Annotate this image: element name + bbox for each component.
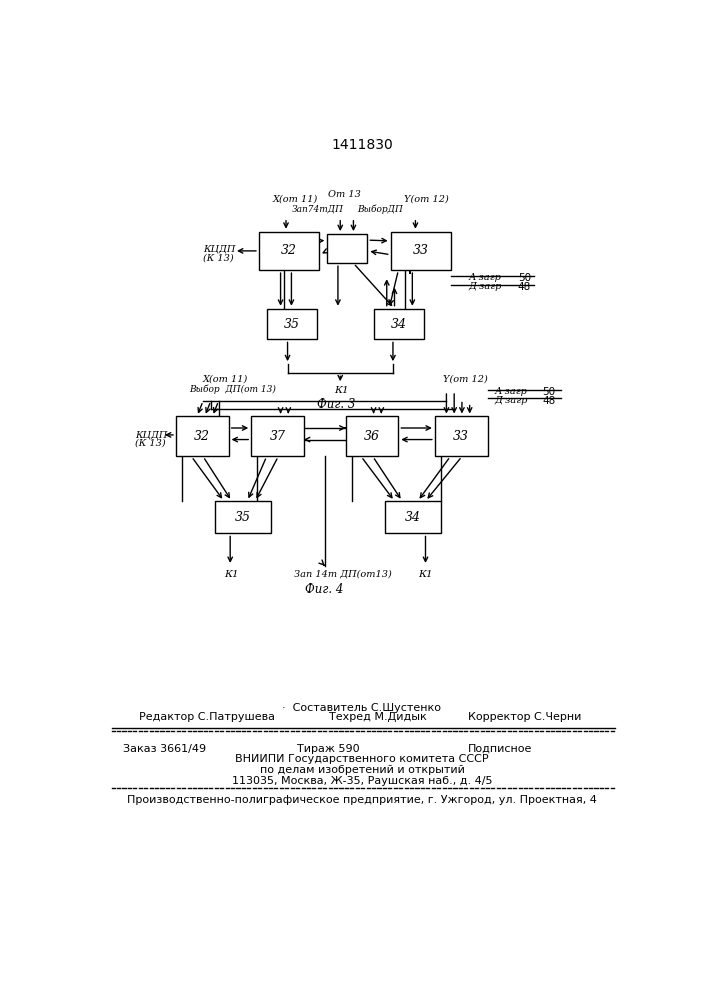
Text: Корректор С.Черни: Корректор С.Черни: [468, 712, 581, 722]
Text: 113035, Москва, Ж-35, Раушская наб., д. 4/5: 113035, Москва, Ж-35, Раушская наб., д. …: [232, 776, 492, 786]
Text: Заказ 3661/49: Заказ 3661/49: [123, 744, 206, 754]
Text: 36: 36: [364, 430, 380, 443]
Text: Д загр: Д загр: [468, 282, 501, 291]
Text: по делам изобретений и открытий: по делам изобретений и открытий: [259, 765, 464, 775]
Text: А загр: А загр: [494, 387, 527, 396]
Text: X(от 11): X(от 11): [273, 195, 318, 204]
Text: 48: 48: [542, 396, 556, 406]
Text: 32: 32: [194, 430, 210, 443]
FancyBboxPatch shape: [176, 416, 228, 456]
Text: Редактор С.Патрушева: Редактор С.Патрушева: [139, 712, 275, 722]
FancyBboxPatch shape: [435, 416, 488, 456]
Text: 50: 50: [518, 273, 531, 283]
Text: (К 13): (К 13): [203, 253, 234, 262]
Text: ВНИИПИ Государственного комитета СССР: ВНИИПИ Государственного комитета СССР: [235, 754, 489, 764]
FancyBboxPatch shape: [385, 501, 441, 533]
Text: Производственно-полиграфическое предприятие, г. Ужгород, ул. Проектная, 4: Производственно-полиграфическое предприя…: [127, 795, 597, 805]
Text: Подписное: Подписное: [468, 744, 532, 754]
Text: Y(от 12): Y(от 12): [404, 195, 448, 204]
FancyBboxPatch shape: [215, 501, 271, 533]
Text: Техред М.Дидык: Техред М.Дидык: [329, 712, 426, 722]
Text: КЦДП: КЦДП: [203, 245, 235, 254]
Text: ·  Составитель С.Шустенко: · Составитель С.Шустенко: [283, 703, 441, 713]
Text: Зап 14т ДП(от13): Зап 14т ДП(от13): [293, 570, 392, 579]
Text: 33: 33: [453, 430, 469, 443]
FancyBboxPatch shape: [391, 232, 451, 270]
Text: Фиг. 4: Фиг. 4: [305, 583, 344, 596]
Text: 34: 34: [405, 511, 421, 524]
FancyBboxPatch shape: [267, 309, 317, 339]
Text: 37: 37: [269, 430, 286, 443]
Text: X(от 11): X(от 11): [203, 374, 248, 383]
FancyBboxPatch shape: [327, 234, 368, 263]
FancyBboxPatch shape: [259, 232, 320, 270]
Text: К1: К1: [334, 386, 349, 395]
Text: ВыборДП: ВыборДП: [357, 205, 403, 214]
Text: КЦДП: КЦДП: [135, 430, 168, 439]
Text: 35: 35: [235, 511, 250, 524]
Text: 48: 48: [518, 282, 531, 292]
Text: От 13: От 13: [328, 190, 361, 199]
Text: 50: 50: [542, 387, 556, 397]
Text: Зап74тДП: Зап74тДП: [292, 205, 344, 214]
Text: 33: 33: [413, 244, 429, 257]
Text: (К 13): (К 13): [135, 439, 165, 448]
FancyBboxPatch shape: [373, 309, 424, 339]
Text: 32: 32: [281, 244, 297, 257]
FancyBboxPatch shape: [346, 416, 398, 456]
Text: Y(от 12): Y(от 12): [443, 374, 487, 383]
Text: Фиг. 3: Фиг. 3: [317, 398, 356, 411]
Text: 1411830: 1411830: [331, 138, 393, 152]
Text: 34: 34: [391, 318, 407, 331]
Text: А загр: А загр: [468, 273, 501, 282]
Text: Д загр: Д загр: [494, 396, 528, 405]
Text: К1: К1: [224, 570, 239, 579]
Text: Тираж 590: Тираж 590: [298, 744, 360, 754]
Text: К1: К1: [419, 570, 433, 579]
Text: 35: 35: [284, 318, 300, 331]
Text: Выбор  ДП(от 13): Выбор ДП(от 13): [189, 384, 276, 394]
FancyBboxPatch shape: [251, 416, 304, 456]
